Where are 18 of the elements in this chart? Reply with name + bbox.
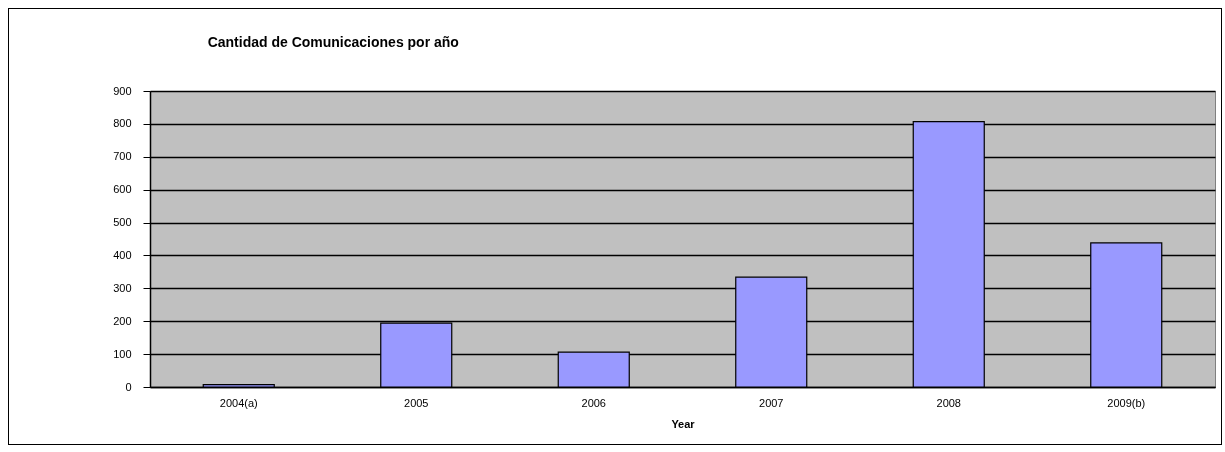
y-tick-label: 900 bbox=[113, 84, 132, 97]
y-tick-label: 300 bbox=[113, 281, 132, 294]
y-tick-label: 200 bbox=[113, 314, 132, 327]
y-tick-label: 400 bbox=[113, 248, 132, 261]
chart-title: Cantidad de Comunicaciones por año bbox=[207, 34, 459, 50]
x-tick-label: 2007 bbox=[759, 396, 784, 409]
y-tick-label: 800 bbox=[113, 117, 132, 130]
y-tick-label: 700 bbox=[113, 150, 132, 163]
y-tick-label: 600 bbox=[113, 183, 132, 196]
x-tick-label: 2008 bbox=[936, 396, 961, 409]
y-tick-label: 500 bbox=[113, 216, 132, 229]
x-tick-label: 2004(a) bbox=[219, 396, 258, 409]
x-tick-label: 2006 bbox=[581, 396, 606, 409]
x-tick-label: 2005 bbox=[404, 396, 429, 409]
y-tick-label: 0 bbox=[125, 380, 132, 393]
x-tick-label: 2009(b) bbox=[1107, 396, 1146, 409]
y-tick-label: 100 bbox=[113, 347, 132, 360]
x-axis-title: Year bbox=[671, 417, 696, 430]
